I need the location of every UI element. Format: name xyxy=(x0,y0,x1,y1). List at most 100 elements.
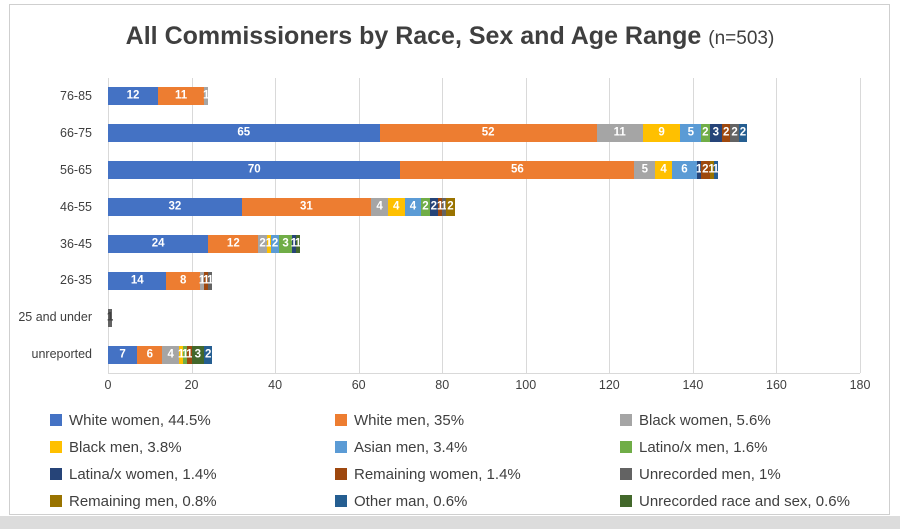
bar-row: 24 12 2 1 2 3 1 1 xyxy=(108,234,860,253)
bar-segment: 6 xyxy=(137,345,163,364)
bar-segment: 1 xyxy=(265,234,273,253)
bar-segment: 2 xyxy=(421,198,430,217)
bar-segment-value: 2 xyxy=(702,126,709,139)
bar-segment-value: 1 xyxy=(106,310,114,323)
bar-segment: 6 xyxy=(671,161,698,180)
legend-swatch-icon xyxy=(50,441,62,453)
bar-segment: 1 xyxy=(713,161,719,180)
bar-segment-value: 1 xyxy=(265,237,273,250)
bar-segment-value: 6 xyxy=(681,163,688,176)
bar-segment-value: 1 xyxy=(207,274,214,287)
legend-swatch-icon xyxy=(620,441,632,453)
legend-label: Latina/x women, 1.4% xyxy=(69,465,217,483)
gridline xyxy=(275,78,277,373)
y-axis-label: unreported xyxy=(31,347,92,362)
bar-segment-value: 1 xyxy=(177,347,185,360)
bar-segment: 12 xyxy=(208,234,259,253)
bar-segment-value: 8 xyxy=(179,274,187,287)
legend-swatch-icon xyxy=(335,495,347,507)
bar-segment-value: 2 xyxy=(259,237,266,250)
gridline xyxy=(692,78,694,373)
legend-item: Asian men, 3.4% xyxy=(335,438,620,456)
bar-row: 1 xyxy=(106,308,860,327)
bar-segment: 1 xyxy=(106,308,114,327)
bar-segment: 2 xyxy=(738,124,748,143)
bar-segment-value: 2 xyxy=(731,126,738,139)
bar-segment: 56 xyxy=(400,161,635,180)
bar-segment: 1 xyxy=(295,234,301,253)
x-tick-label: 80 xyxy=(435,378,450,392)
bar-segment-value: 2 xyxy=(430,200,438,213)
bar-segment-value: 1 xyxy=(290,237,298,250)
legend-item: Latino/x men, 1.6% xyxy=(620,438,862,456)
legend-label: Unrecorded race and sex, 0.6% xyxy=(639,492,850,510)
bar-segment-value: 4 xyxy=(660,163,667,176)
bar-segment-value: 2 xyxy=(702,163,709,176)
legend-item: Black women, 5.6% xyxy=(620,411,862,429)
bar-segment: 31 xyxy=(241,198,372,217)
bar-segment: 1 xyxy=(708,161,715,180)
y-axis-label: 26-35 xyxy=(60,273,92,288)
bar-segment-value: 4 xyxy=(409,200,417,213)
bar-segment-value: 2 xyxy=(447,200,454,213)
legend-label: Remaining men, 0.8% xyxy=(69,492,217,510)
bar-segment-value: 3 xyxy=(282,237,289,250)
bar-segment: 3 xyxy=(279,234,292,253)
gridline xyxy=(776,78,778,373)
bar-segment-value: 11 xyxy=(175,89,188,102)
y-axis-label: 66-75 xyxy=(60,125,92,140)
x-tick-label: 60 xyxy=(351,378,366,392)
bar-segment-value: 1 xyxy=(202,89,210,102)
bar-segment: 4 xyxy=(404,198,422,217)
x-tick-label: 40 xyxy=(268,378,283,392)
bar-segment-value: 14 xyxy=(130,274,144,287)
y-axis-labels: 76-85 66-75 56-65 46-55 36-45 26-35 25 and und… xyxy=(0,78,100,373)
bar-row: 32 31 4 4 4 2 2 1 1 2 xyxy=(108,198,860,217)
bar-segment: 1 xyxy=(182,345,189,364)
x-tick-label: 0 xyxy=(104,378,112,392)
y-axis-label: 76-85 xyxy=(60,89,92,103)
bar-segment-value: 1 xyxy=(436,200,444,213)
legend-swatch-icon xyxy=(620,414,632,426)
legend-label: Remaining women, 1.4% xyxy=(354,465,521,483)
y-axis-label: 46-55 xyxy=(60,199,92,214)
bar-segment: 65 xyxy=(108,124,380,143)
legend-label: Unrecorded men, 1% xyxy=(639,465,781,483)
bottom-strip xyxy=(0,516,900,529)
x-tick-label: 180 xyxy=(849,378,871,392)
bar-segment: 3 xyxy=(709,124,723,143)
bar-segment-value: 9 xyxy=(658,126,665,139)
x-tick-label: 160 xyxy=(766,378,787,392)
y-axis-label: 25 and under xyxy=(18,310,92,325)
legend-item: Remaining women, 1.4% xyxy=(335,465,620,483)
gridline xyxy=(191,78,193,373)
legend-swatch-icon xyxy=(50,414,62,426)
bar-segment-value: 12 xyxy=(126,89,140,102)
bar-segment-value: 70 xyxy=(247,163,261,176)
bar-segment-value: 5 xyxy=(687,126,694,139)
legend-label: White men, 35% xyxy=(354,411,465,429)
bar-segment: 52 xyxy=(379,124,597,143)
bar-segment-value: 65 xyxy=(237,126,251,139)
bar-segment-value: 1 xyxy=(198,274,206,287)
legend-swatch-icon xyxy=(50,468,62,480)
bar-segment: 4 xyxy=(655,161,672,180)
bar-segment: 2 xyxy=(258,234,267,253)
legend-item: Latina/x women, 1.4% xyxy=(50,465,335,483)
bar-segment-value: 32 xyxy=(168,200,182,213)
bar-segment: 9 xyxy=(642,124,681,143)
bar-segment-value: 1 xyxy=(182,347,189,360)
gridline xyxy=(108,78,109,373)
legend-swatch-icon xyxy=(335,414,347,426)
plot-area: 12 11 1 65 52 11 9 5 2 3 2 2 2 70 56 5 4 6 1 2 1 1 32 31 4 4 4 2 2 1 1… xyxy=(106,78,861,374)
chart-legend: White women, 44.5% White men, 35% Black wo… xyxy=(50,411,862,510)
bar-segment-value: 5 xyxy=(641,163,649,176)
bar-segment: 1 xyxy=(203,271,209,290)
bar-segment: 2 xyxy=(429,198,438,217)
bar-segment: 7 xyxy=(108,345,138,364)
bar-row: 14 8 1 1 1 xyxy=(108,271,860,290)
legend-swatch-icon xyxy=(335,441,347,453)
bar-segment: 24 xyxy=(108,234,209,253)
bar-segment: 2 xyxy=(204,345,213,364)
gridline xyxy=(860,78,861,373)
